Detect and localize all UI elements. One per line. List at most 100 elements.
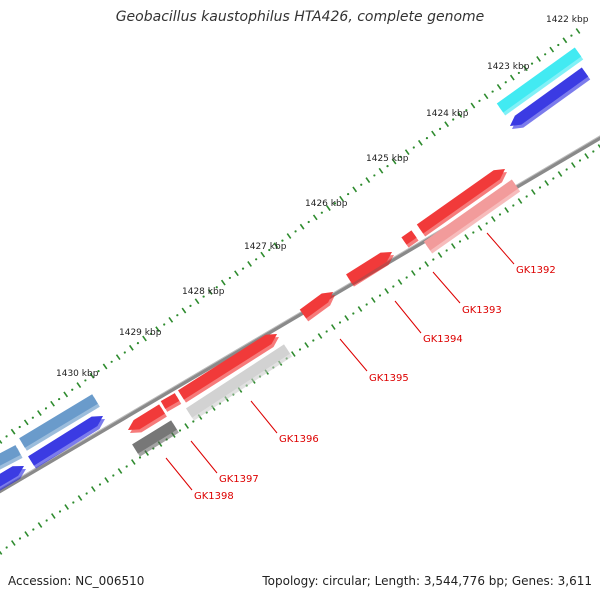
inner-ring-major-tick [77, 495, 83, 501]
outer-ring-major-tick [483, 93, 489, 100]
inner-ring-major-tick [597, 144, 600, 149]
outer-ring-minor-tick [320, 211, 323, 214]
inner-ring-major-tick [0, 550, 3, 555]
feature-gk1397-gloss [160, 393, 180, 409]
outer-ring-major-tick [352, 186, 358, 193]
genome-summary-text: Topology: circular; Length: 3,544,776 bp… [262, 574, 592, 588]
outer-ring-minor-tick [412, 146, 415, 149]
outer-ring-major-tick [0, 439, 3, 444]
outer-ring-major-tick [50, 400, 55, 407]
feature-gk1397 [160, 393, 182, 412]
feature-gk1397b-gloss [128, 404, 165, 430]
feature-gk1396-product-gloss [185, 344, 291, 418]
outer-ring-minor-tick [530, 62, 534, 65]
outer-ring-minor-tick [373, 174, 376, 177]
outer-ring-minor-tick [58, 397, 61, 401]
scale-labels: 1422 kbp 1423 kbp 1424 kbp 1425 kbp 1426… [56, 15, 589, 379]
outer-ring-major-tick [299, 223, 305, 230]
outer-ring-minor-tick [97, 370, 100, 373]
inner-ring-minor-tick [565, 168, 568, 171]
inner-ring-minor-tick [18, 537, 22, 540]
feature-blue-1430-gloss [28, 416, 103, 466]
map-title: Geobacillus kaustophilus HTA426, complet… [115, 9, 485, 25]
scale-label-1422: 1422 kbp [546, 15, 589, 25]
gene-features [0, 47, 591, 491]
outer-ring-major-tick [89, 372, 95, 379]
inner-ring-minor-tick [578, 159, 582, 162]
gene-label-gk1394[interactable]: GK1394 [423, 334, 463, 345]
outer-ring-major-tick [365, 177, 371, 184]
outer-ring-minor-tick [517, 71, 520, 75]
feature-steel-1430-gloss [19, 394, 98, 448]
outer-ring-minor-tick [386, 165, 389, 168]
gene-label-gk1392[interactable]: GK1392 [516, 265, 556, 276]
outer-ring-major-tick [378, 167, 384, 174]
gene-label-gk1395[interactable]: GK1395 [369, 373, 409, 384]
inner-ring-minor-tick [365, 303, 368, 306]
outer-ring-major-tick [260, 251, 266, 258]
inner-ring-major-tick [90, 486, 96, 492]
inner-ring-minor-tick [72, 501, 75, 504]
feature-gk1397b-face [128, 404, 165, 430]
inner-ring-minor-tick [405, 276, 408, 279]
feature-steel-1430 [19, 394, 100, 451]
inner-ring-minor-tick [298, 348, 302, 351]
inner-ring-minor-tick [392, 285, 395, 288]
feature-steel-edge-face [0, 445, 21, 466]
inner-ring-minor-tick [178, 429, 182, 432]
inner-ring-major-tick [24, 531, 30, 537]
gene-label-gk1397[interactable]: GK1397 [219, 474, 259, 485]
inner-ring-minor-tick [5, 546, 8, 549]
outer-ring-minor-tick [202, 295, 205, 298]
gene-label-gk1398[interactable]: GK1398 [194, 491, 234, 502]
outer-ring-minor-tick [465, 109, 468, 112]
gene-label-leaders [165, 232, 515, 491]
inner-ring-minor-tick [472, 231, 475, 234]
feature-blue-1430-face [28, 416, 103, 466]
outer-ring-minor-tick [176, 314, 179, 317]
inner-ring-major-tick [450, 243, 456, 249]
outer-ring-minor-tick [347, 192, 350, 196]
outer-ring-major-tick [417, 139, 423, 146]
outer-ring-minor-tick [255, 258, 258, 261]
inner-ring-major-tick [464, 234, 470, 240]
outer-ring-minor-tick [399, 155, 402, 158]
outer-ring-major-tick [76, 382, 82, 389]
feature-blue-edge-gloss [0, 466, 24, 487]
inner-ring-major-tick [104, 477, 110, 483]
outer-ring-minor-tick [228, 276, 231, 280]
inner-ring-minor-tick [45, 519, 48, 522]
inner-ring-major-tick [10, 540, 16, 546]
leader-gk1397 [190, 440, 218, 474]
outer-ring-minor-tick [281, 239, 284, 242]
outer-ring-major-tick [404, 149, 410, 156]
leader-gk1398 [165, 457, 193, 491]
outer-ring-minor-tick [425, 137, 429, 140]
inner-ring-major-tick [437, 252, 443, 258]
inner-ring-major-tick [490, 216, 496, 222]
outer-ring-major-tick [549, 46, 555, 53]
gene-label-gk1396[interactable]: GK1396 [279, 434, 319, 445]
feature-gk1398-product-face [132, 420, 177, 454]
outer-ring-major-tick [339, 195, 344, 202]
inner-ring-minor-tick [458, 240, 462, 243]
outer-ring-major-tick [181, 307, 187, 314]
outer-ring-major-tick [523, 65, 528, 72]
feature-gk1396 [178, 334, 279, 403]
inner-ring-major-tick [184, 423, 190, 429]
feature-gk1398-product-gloss [132, 420, 177, 454]
outer-ring-minor-tick [360, 183, 363, 186]
scale-label-1426: 1426 kbp [305, 199, 348, 209]
feature-cyan-1422-face [496, 47, 582, 113]
outer-ring-minor-tick [438, 127, 442, 130]
feature-blue-1422-face [510, 67, 589, 126]
gene-label-gk1393[interactable]: GK1393 [462, 305, 502, 316]
outer-ring-minor-tick [215, 286, 218, 289]
leader-gk1396 [250, 400, 278, 434]
feature-gk1396-product [185, 344, 293, 421]
feature-blue-1422 [510, 67, 591, 129]
feature-gk1392-product [423, 179, 521, 254]
inner-ring-major-tick [504, 207, 510, 213]
inner-ring-major-tick [517, 198, 523, 204]
